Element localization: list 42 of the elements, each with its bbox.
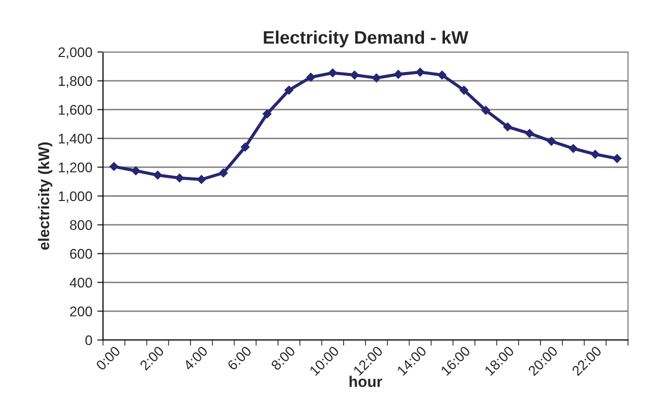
point <box>481 106 490 115</box>
point <box>372 73 381 82</box>
x-tick-label: 4:00 <box>182 346 208 371</box>
point <box>262 109 272 118</box>
y-tick-label: 400 <box>70 278 92 288</box>
point <box>131 166 140 176</box>
point <box>218 168 228 178</box>
point <box>590 150 600 159</box>
point <box>328 68 338 78</box>
y-axis-title: electricity (kW) <box>38 142 52 250</box>
point <box>546 136 556 146</box>
y-tick-label: 2,000 <box>58 47 92 59</box>
x-axis-title: hour <box>350 376 382 388</box>
point <box>568 144 578 153</box>
y-tick-label: 1,000 <box>58 191 92 203</box>
y-tick-label: 1,600 <box>58 104 92 116</box>
x-tick-label: 6:00 <box>226 346 252 371</box>
y-tick-label: 800 <box>70 220 92 230</box>
point <box>459 86 468 95</box>
y-tick-label: 600 <box>70 248 92 259</box>
x-tick-label: 0:00 <box>95 346 121 371</box>
y-tick-label: 1,800 <box>58 76 92 88</box>
point <box>350 70 360 80</box>
point <box>240 142 250 152</box>
point <box>525 128 534 138</box>
point <box>284 86 294 95</box>
point <box>394 70 403 79</box>
point <box>612 154 622 164</box>
point <box>175 174 184 182</box>
point <box>196 174 206 184</box>
point <box>306 72 316 82</box>
point <box>503 122 512 132</box>
point <box>438 70 447 80</box>
y-tick-label: 1,400 <box>58 134 92 146</box>
y-tick-label: 1,200 <box>58 162 92 174</box>
point <box>153 170 162 180</box>
point <box>109 162 118 171</box>
y-tick-label: 0 <box>85 335 92 346</box>
y-tick-label: 200 <box>70 306 92 316</box>
chart-title: Electricity Demand - kW <box>264 30 468 48</box>
point <box>416 68 425 77</box>
x-tick-label: 8:00 <box>270 346 296 371</box>
